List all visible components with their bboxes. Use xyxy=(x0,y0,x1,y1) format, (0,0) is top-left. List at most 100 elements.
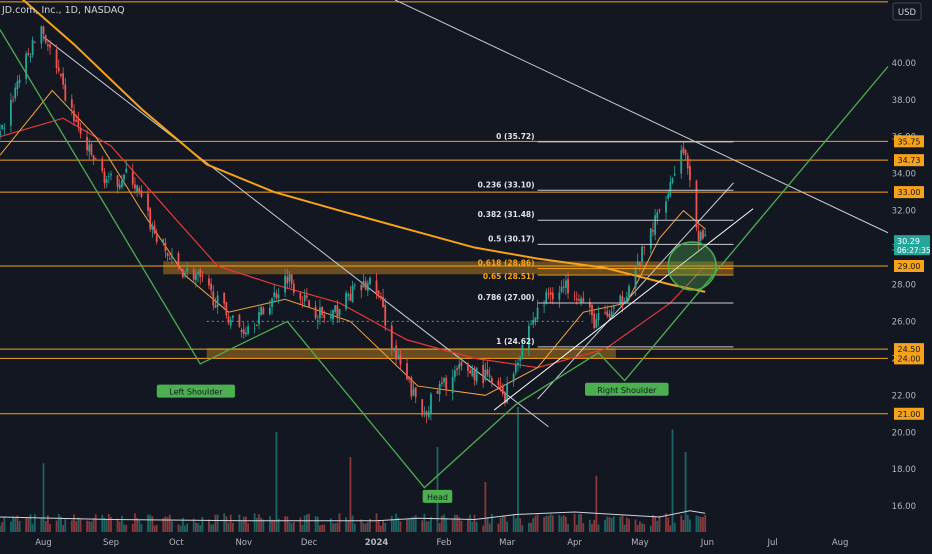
volume-bar xyxy=(147,514,149,532)
candle-body xyxy=(562,286,565,288)
candle-body xyxy=(543,305,546,306)
volume-bar xyxy=(3,516,6,532)
candle-body xyxy=(14,87,17,99)
candle-body xyxy=(697,230,700,244)
volume-bar xyxy=(86,520,88,532)
volume-bar xyxy=(153,525,156,532)
volume-bar xyxy=(467,518,469,532)
candle-body xyxy=(303,294,306,302)
volume-bar xyxy=(351,515,354,532)
volume-bar xyxy=(184,525,186,532)
candle-body xyxy=(684,149,687,155)
fib-level-label: 0.65 (28.51) xyxy=(483,272,535,281)
time-tick-label: Dec xyxy=(301,538,318,548)
volume-bar xyxy=(501,515,504,532)
volume-bar xyxy=(255,517,258,532)
trendline xyxy=(43,36,549,428)
volume-bar xyxy=(634,519,637,532)
volume-bar xyxy=(499,517,502,532)
volume-bar xyxy=(506,521,509,532)
volume-bar xyxy=(673,522,676,532)
price-tick-label: 40.00 xyxy=(892,59,916,69)
candle-body xyxy=(118,184,121,189)
volume-bar xyxy=(619,516,622,532)
volume-bar xyxy=(397,517,400,532)
volume-bar xyxy=(575,524,578,532)
candle-body xyxy=(547,293,550,295)
volume-bar xyxy=(547,515,550,532)
candle-body xyxy=(704,234,707,236)
volume-bar xyxy=(519,518,522,532)
candle-body xyxy=(197,272,199,275)
candle-body xyxy=(332,309,334,320)
volume-bar xyxy=(504,516,506,532)
candle-body xyxy=(567,279,569,294)
volume-bar xyxy=(347,520,350,532)
level-label-box xyxy=(894,407,924,420)
volume-bar xyxy=(240,521,243,532)
volume-bar xyxy=(284,516,287,532)
candle-body xyxy=(120,181,123,188)
volume-bar xyxy=(120,515,123,532)
level-label-box xyxy=(894,154,924,167)
candle-body xyxy=(530,324,532,325)
volume-bar xyxy=(597,524,600,532)
candle-body xyxy=(606,311,609,316)
candle-body xyxy=(46,44,49,47)
currency-button[interactable] xyxy=(892,2,922,21)
price-tick-label: 38.00 xyxy=(892,96,916,106)
price-tick-label: 26.00 xyxy=(892,317,916,327)
volume-bar xyxy=(353,523,356,532)
candle-body xyxy=(179,268,182,270)
price-tick-label: 32.00 xyxy=(892,207,916,217)
candle-body xyxy=(258,312,260,325)
volume-bar xyxy=(421,520,424,532)
candle-body xyxy=(512,373,515,382)
volume-bar xyxy=(360,519,363,532)
candle-body xyxy=(360,284,363,291)
volume-bar xyxy=(702,516,704,532)
candle-body xyxy=(643,247,646,249)
volume-bar xyxy=(469,514,472,532)
volume-bar xyxy=(471,521,474,532)
candle-body xyxy=(384,304,387,326)
volume-bar xyxy=(414,515,417,532)
fib-level-label: 0.5 (30.17) xyxy=(488,234,534,243)
volume-bar xyxy=(323,524,326,532)
candle-body xyxy=(519,356,522,361)
volume-bar xyxy=(70,520,73,532)
volume-bar xyxy=(623,524,626,532)
candle-body xyxy=(138,188,141,192)
volume-bar xyxy=(395,513,398,532)
volume-bar xyxy=(656,520,659,532)
candle-body xyxy=(110,173,112,176)
candle-body xyxy=(225,302,228,316)
volume-bar xyxy=(588,519,591,532)
volume-bar xyxy=(1,522,4,532)
candle-body xyxy=(475,367,478,382)
candle-body xyxy=(558,292,561,300)
volume-bar xyxy=(123,524,125,532)
candle-body xyxy=(16,81,19,90)
candle-body xyxy=(625,296,628,303)
fibonacci-retracement: 0 (35.72) 0.236 (33.10) 0.382 (31.48) 0.5 (… xyxy=(478,132,734,348)
volume-bar xyxy=(273,520,276,532)
candle-body xyxy=(229,319,232,326)
volume-bar xyxy=(349,457,352,532)
volume-bar xyxy=(580,513,583,532)
candle-body xyxy=(382,296,384,308)
candle-body xyxy=(284,275,287,293)
volume-bar xyxy=(562,515,565,532)
volume-bar xyxy=(134,513,136,532)
moving-averages xyxy=(0,0,706,396)
volume-bar xyxy=(486,517,489,532)
candle-body xyxy=(612,306,615,309)
chart-title: JD.com, Inc., 1D, NASDAQ xyxy=(1,5,125,16)
candle-body xyxy=(166,252,169,257)
volume-bar xyxy=(164,516,167,532)
volume-bar xyxy=(543,517,546,532)
level-label-box xyxy=(894,186,924,199)
candle-body xyxy=(240,329,243,333)
candle-body xyxy=(486,369,489,375)
